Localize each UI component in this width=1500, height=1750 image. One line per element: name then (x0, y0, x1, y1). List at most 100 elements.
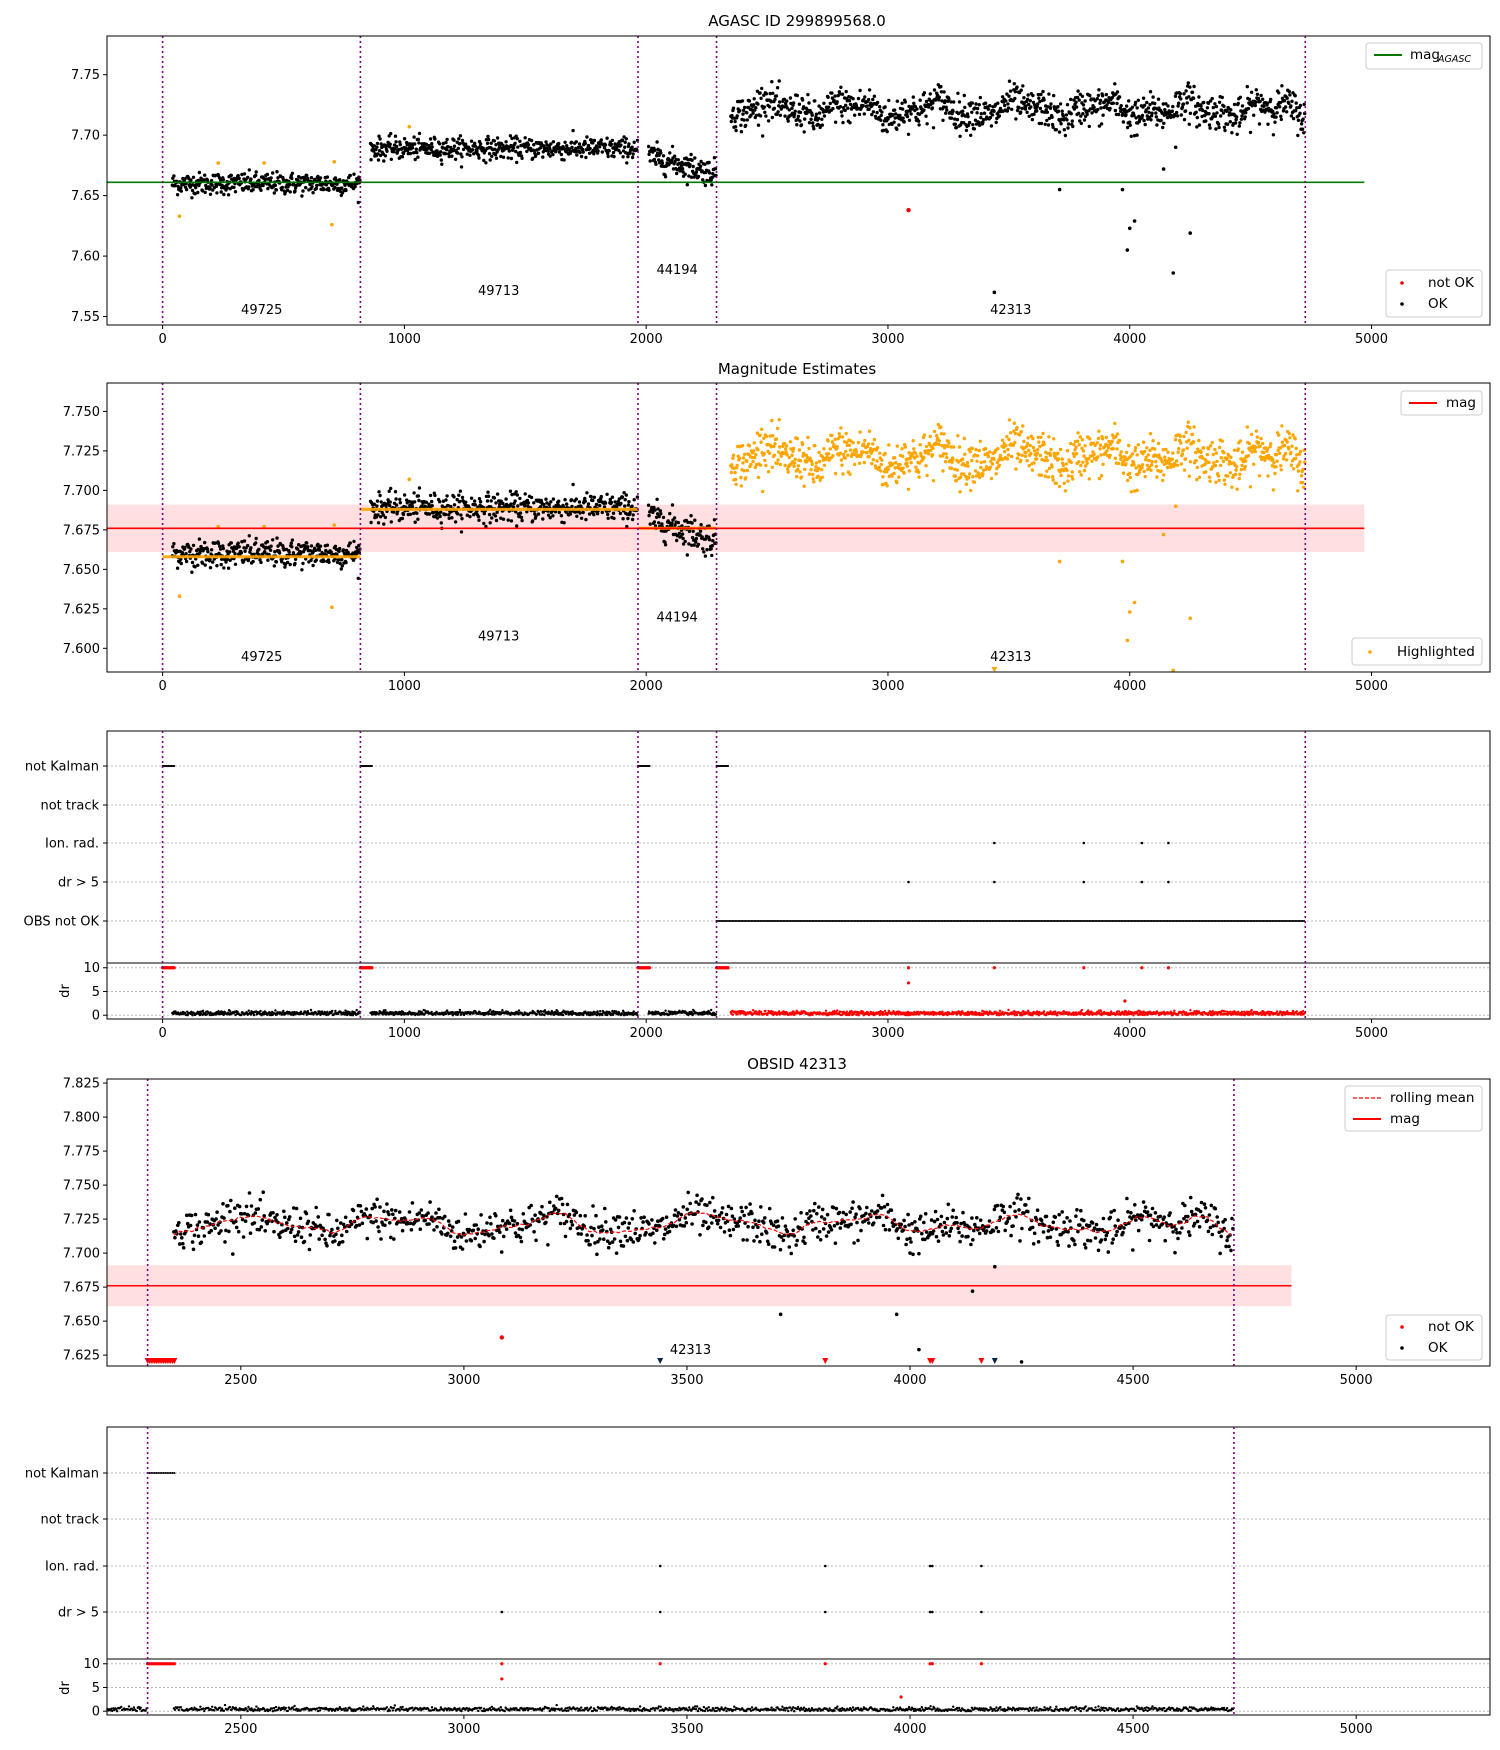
highlighted-point (956, 434, 960, 438)
ok-point (246, 175, 250, 180)
dr-gt5-point (907, 880, 910, 884)
p3-flag-label: not Kalman (25, 760, 99, 775)
ok-point (210, 183, 214, 187)
ok-point (952, 100, 956, 104)
ok-point (1273, 120, 1277, 124)
ok-point (1064, 113, 1069, 117)
ok-point (400, 516, 405, 521)
ok-point (1200, 114, 1204, 119)
highlighted-point (1013, 431, 1018, 436)
ok-point (190, 570, 194, 574)
ok-point (544, 497, 548, 501)
ok-point (900, 107, 905, 111)
ok-point (183, 545, 187, 550)
highlighted-point (799, 475, 804, 479)
highlighted-point (932, 429, 937, 434)
highlighted-point (1188, 616, 1192, 621)
ok-point (412, 135, 416, 139)
highlighted-point (944, 452, 948, 456)
ok-point (196, 563, 200, 567)
highlighted-point (909, 461, 913, 465)
ok-point (660, 161, 665, 165)
ok-point (844, 103, 848, 108)
ok-point (495, 492, 500, 496)
highlighted-point (1164, 447, 1168, 452)
ok-point (1043, 122, 1047, 127)
ok-point (1287, 101, 1291, 106)
ok-point (1279, 114, 1283, 119)
highlighted-point (897, 475, 901, 479)
highlighted-point (1154, 464, 1159, 469)
highlighted-point (867, 429, 872, 433)
ok-point (1254, 100, 1258, 104)
highlighted-point (826, 439, 830, 443)
ok-point (699, 159, 703, 164)
ok-point (909, 112, 913, 116)
highlighted-point (983, 447, 988, 451)
highlighted-point (1133, 446, 1138, 450)
highlighted-point (925, 473, 929, 478)
highlighted-point (1296, 489, 1300, 493)
ok-point (400, 155, 405, 159)
ok-point (1119, 104, 1123, 108)
ok-point (891, 113, 895, 117)
highlighted-point (1273, 471, 1277, 476)
ok-point (1166, 104, 1170, 108)
ok-point (222, 192, 226, 197)
ok-point (443, 152, 448, 156)
ok-point (862, 112, 866, 116)
ok-point (254, 173, 258, 178)
ok-point (698, 529, 703, 533)
highlighted-point (972, 480, 977, 484)
ok-point (1180, 105, 1185, 110)
highlighted-point (928, 434, 932, 439)
ok-point (770, 80, 774, 84)
ok-point (835, 100, 839, 104)
ok-point (1188, 85, 1192, 89)
ok-point (677, 166, 682, 170)
ok-point (865, 104, 869, 108)
highlighted-point (1132, 600, 1137, 605)
ok-point (233, 552, 237, 556)
highlighted-point (1099, 453, 1103, 457)
ok-point (655, 497, 659, 501)
ok-point (1161, 102, 1166, 106)
highlighted-point (1275, 459, 1279, 463)
ok-point (536, 512, 541, 516)
ok-point (770, 115, 774, 120)
ok-point (1235, 132, 1239, 136)
ok-point (1269, 97, 1273, 102)
ok-point (433, 137, 437, 141)
ok-point (1291, 116, 1296, 121)
ok-point (261, 183, 265, 188)
ok-point (927, 105, 931, 109)
ok-point (631, 152, 635, 156)
highlighted-point (1022, 439, 1026, 444)
highlighted-point (1125, 638, 1130, 643)
ok-point (358, 178, 362, 182)
ok-point (1047, 116, 1052, 121)
highlighted-point (1020, 453, 1024, 458)
highlighted-point (1274, 452, 1279, 457)
p1-xtick-label: 2000 (630, 332, 663, 347)
highlighted-point (1213, 463, 1218, 468)
ok-point (1246, 106, 1251, 111)
ok-point (745, 118, 749, 122)
ok-point (171, 545, 175, 549)
ok-point (1213, 102, 1217, 106)
ion-rad-point (993, 841, 996, 845)
ok-point (690, 521, 694, 525)
ok-point (559, 152, 564, 157)
ok-point (761, 134, 765, 138)
ok-point (1256, 96, 1261, 101)
highlighted-point (1045, 458, 1050, 463)
ok-point (369, 520, 373, 525)
ok-point (937, 98, 941, 102)
ok-point (1082, 118, 1087, 122)
ok-point (486, 494, 491, 498)
ok-point (254, 536, 258, 541)
ok-point (768, 91, 772, 96)
highlighted-point (1238, 439, 1243, 443)
ok-point (973, 118, 978, 122)
ok-point (443, 512, 448, 517)
